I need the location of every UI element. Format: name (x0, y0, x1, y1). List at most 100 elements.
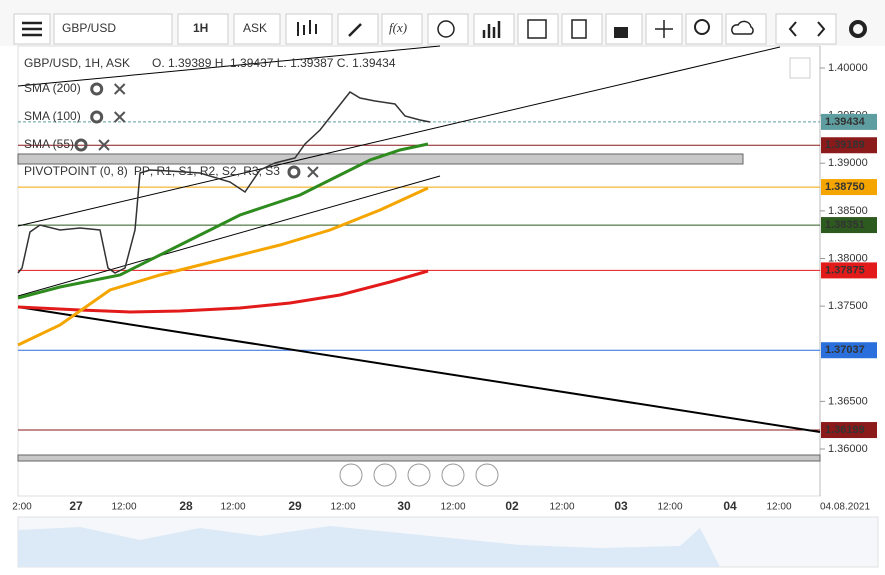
trend-line (17, 306, 821, 433)
settings-icon[interactable] (849, 20, 867, 38)
expand-button[interactable] (789, 57, 811, 79)
pivot-separator: , (215, 164, 222, 178)
level-badge (821, 422, 877, 439)
level-badge (821, 262, 877, 279)
time-label: 12:00 (549, 502, 574, 513)
legend-header: GBP/USD, 1H, ASK (24, 56, 130, 70)
legend-ohlc: O. 1.39389 H. 1.39437 L. 1.39387 C. 1.39… (152, 56, 396, 70)
price-tick-label: 1.36500 (828, 395, 868, 407)
nav-zoom-out[interactable] (373, 463, 397, 487)
indicator-name: SMA (200) (24, 81, 81, 95)
info-button[interactable] (427, 13, 469, 45)
time-label: 04.08.2021 (820, 502, 870, 513)
info-icon (437, 20, 455, 38)
symbol-input[interactable] (53, 13, 173, 45)
indicator-settings[interactable] (90, 110, 104, 124)
time-label: 12:00 (440, 502, 465, 513)
nav-buttons[interactable] (775, 13, 837, 45)
price-tick-label: 1.40000 (828, 62, 868, 74)
bars-icon (482, 21, 501, 38)
axes: 1.400001.395001.390001.385001.380001.375… (12, 62, 877, 513)
level-badge (821, 342, 877, 359)
pen-icon (348, 23, 362, 37)
side-text: ASK (243, 21, 267, 35)
indicator-settings[interactable] (74, 138, 88, 152)
toolbar: GBP/USD 1H ASK f(x) (0, 0, 885, 46)
time-label: 29 (288, 499, 302, 513)
nav-left[interactable] (339, 463, 363, 487)
level-badge (821, 179, 877, 196)
pivot-level: R3 (243, 164, 259, 178)
level-label: 1.37037 (825, 344, 865, 356)
time-label: 03 (614, 499, 628, 513)
plot-area (17, 45, 821, 497)
timeframe-text: 1H (193, 21, 208, 35)
pivot-level: S2 (222, 164, 237, 178)
pivot-separator: , (259, 164, 266, 178)
level-badge (821, 113, 877, 130)
timeframe-button[interactable] (177, 13, 229, 45)
scroll-band (17, 454, 821, 462)
price-tick-label: 1.38000 (828, 252, 868, 264)
pivot-settings[interactable] (287, 165, 301, 179)
pivot-remove[interactable] (307, 166, 319, 178)
indicator-remove[interactable] (113, 111, 126, 123)
level-badge (821, 137, 877, 154)
level-label: 1.38750 (825, 181, 865, 193)
calc-button[interactable] (561, 13, 603, 45)
nav-reset[interactable] (407, 463, 431, 487)
level-label: 1.39189 (825, 139, 865, 151)
time-label: 28 (179, 499, 193, 513)
function-button[interactable] (381, 13, 423, 45)
level-label: 1.36199 (825, 424, 865, 436)
symbol-text: GBP/USD (62, 21, 116, 35)
indicator-remove[interactable] (98, 139, 110, 151)
menu-icon (22, 21, 42, 37)
pivot-level: PP (134, 164, 150, 178)
pivot-separator: , (172, 164, 179, 178)
zoom-button[interactable] (685, 13, 723, 45)
nav-right[interactable] (475, 463, 499, 487)
nav-zoom-in[interactable] (441, 463, 465, 487)
pivot-separator: , (150, 164, 157, 178)
zoom-icon (694, 19, 710, 35)
trend-line (17, 46, 781, 227)
price-tick-label: 1.36000 (828, 443, 868, 455)
time-label: 04 (723, 499, 737, 513)
pivot-level: R1 (157, 164, 173, 178)
pivot-band (17, 153, 744, 165)
chart-type-button[interactable] (285, 13, 333, 45)
price-tick-label: 1.38500 (828, 205, 868, 217)
sma-100-line (17, 186, 429, 347)
time-label: 12:00 (766, 502, 791, 513)
indicator-name: SMA (100) (24, 109, 81, 123)
level-lines (18, 121, 820, 431)
sma-200-line (17, 269, 429, 314)
level-label: 1.38351 (825, 219, 865, 231)
calendar-button[interactable] (517, 13, 559, 45)
navigator-area (18, 526, 720, 567)
calendar-icon (527, 19, 547, 39)
time-label: 12:00 (657, 502, 682, 513)
cloud-icon (731, 20, 754, 35)
level-label: 1.37875 (825, 264, 865, 276)
menu-button[interactable] (13, 13, 51, 45)
indicator-settings[interactable] (90, 82, 104, 96)
draw-button[interactable] (337, 13, 379, 45)
indicator-remove[interactable] (113, 83, 126, 95)
trend-line (17, 175, 441, 297)
pivot-separator: , (193, 164, 200, 178)
calc-icon (571, 19, 587, 39)
chart-nav[interactable] (339, 463, 499, 487)
menu-box[interactable] (13, 13, 51, 45)
side-button[interactable] (233, 13, 281, 45)
pivot-separator: , (237, 164, 244, 178)
legend: GBP/USD, 1H, ASK O. 1.39389 H. 1.39437 L… (24, 56, 396, 179)
price-tick-label: 1.37500 (828, 300, 868, 312)
pivot-level: R2 (200, 164, 216, 178)
pivot-level: S1 (179, 164, 194, 178)
cloud-button[interactable] (725, 13, 767, 45)
pivot-name: PIVOTPOINT (0, 8) (24, 164, 128, 178)
price-line (17, 91, 431, 274)
